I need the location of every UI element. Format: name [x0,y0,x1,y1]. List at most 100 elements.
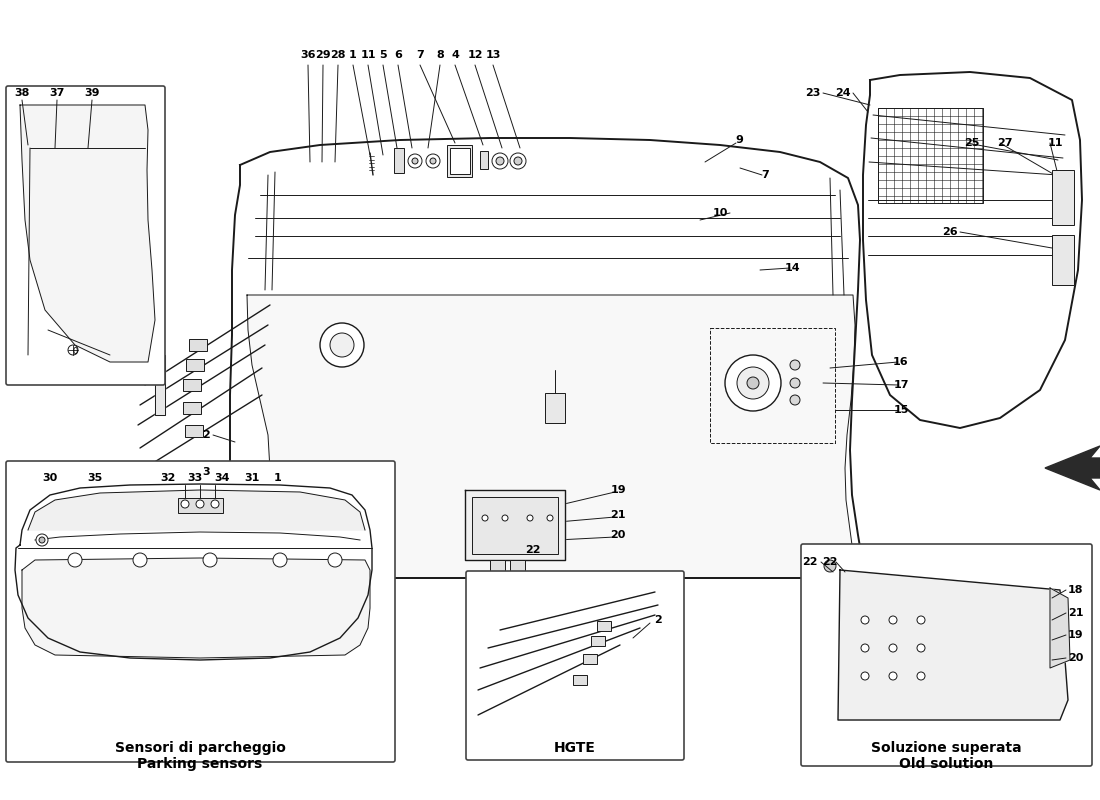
Circle shape [790,378,800,388]
Polygon shape [838,570,1068,720]
Text: 16: 16 [893,357,909,367]
Text: passion4parts: passion4parts [307,401,793,459]
Circle shape [917,616,925,624]
Bar [262,470,280,498]
Text: 38: 38 [14,88,30,98]
Circle shape [502,515,508,521]
Polygon shape [20,105,155,362]
Text: 9: 9 [735,135,743,145]
Text: 2: 2 [202,430,210,440]
Circle shape [917,644,925,652]
Polygon shape [155,355,165,415]
FancyBboxPatch shape [466,571,684,760]
Bar [450,148,470,174]
Text: 30: 30 [43,473,57,483]
Circle shape [889,672,896,680]
Circle shape [747,377,759,389]
Circle shape [510,153,526,169]
Circle shape [527,515,534,521]
Bar [544,393,565,423]
Bar [878,108,983,203]
Text: 22: 22 [822,557,837,567]
Text: 32: 32 [161,473,176,483]
Bar [183,402,201,414]
Circle shape [486,578,494,586]
Circle shape [430,158,436,164]
Circle shape [133,553,147,567]
Circle shape [68,345,78,355]
FancyBboxPatch shape [6,461,395,762]
Bar [447,145,472,177]
Text: 23: 23 [805,88,821,98]
Polygon shape [22,558,370,658]
Circle shape [320,323,364,367]
Text: 1: 1 [274,473,282,483]
Bar [1052,235,1074,285]
Text: 35: 35 [87,473,102,483]
Polygon shape [1050,588,1070,668]
Polygon shape [1045,446,1100,490]
Text: 17: 17 [893,380,909,390]
Text: 31: 31 [244,473,260,483]
Bar [510,560,525,578]
Circle shape [790,360,800,370]
Text: 0: 0 [73,347,78,357]
Text: 21: 21 [1068,608,1084,618]
Text: 11: 11 [1047,138,1063,148]
Text: 34: 34 [214,473,230,483]
Polygon shape [15,484,372,660]
Text: 7: 7 [416,50,424,60]
Bar [490,560,505,578]
Polygon shape [465,490,565,560]
Bar [394,148,404,173]
Text: 4: 4 [451,50,459,60]
Bar [178,498,223,513]
Text: 11: 11 [361,50,376,60]
FancyBboxPatch shape [801,544,1092,766]
Circle shape [547,515,553,521]
Circle shape [273,553,287,567]
Text: 24: 24 [835,88,850,98]
Text: 19: 19 [1068,630,1084,640]
Circle shape [889,616,896,624]
Bar [480,151,488,169]
Text: Soluzione superata
Old solution: Soluzione superata Old solution [871,741,1021,771]
Circle shape [39,537,45,543]
Circle shape [496,157,504,165]
Text: 37: 37 [50,88,65,98]
Text: 2: 2 [654,615,662,625]
Circle shape [917,672,925,680]
Text: 7: 7 [761,170,769,180]
Text: 25: 25 [965,138,980,148]
Polygon shape [230,138,864,578]
Bar [185,425,204,437]
Circle shape [889,644,896,652]
Text: 22: 22 [803,557,818,567]
Circle shape [204,553,217,567]
Text: 12: 12 [468,50,483,60]
Circle shape [482,515,488,521]
Circle shape [68,553,82,567]
Circle shape [211,500,219,508]
Circle shape [861,672,869,680]
Circle shape [328,553,342,567]
Bar [183,379,201,391]
Circle shape [492,153,508,169]
Circle shape [790,395,800,405]
Polygon shape [248,295,858,578]
Circle shape [196,500,204,508]
Text: 20: 20 [610,530,626,540]
Text: 27: 27 [998,138,1013,148]
Text: 6: 6 [394,50,402,60]
Circle shape [330,333,354,357]
Circle shape [514,578,522,586]
Circle shape [861,616,869,624]
Text: 21: 21 [610,510,626,520]
FancyBboxPatch shape [6,86,165,385]
Text: 36: 36 [300,50,316,60]
Circle shape [182,500,189,508]
Bar [186,359,204,371]
Bar [597,621,611,631]
Polygon shape [28,490,365,530]
Text: 18: 18 [1068,585,1084,595]
